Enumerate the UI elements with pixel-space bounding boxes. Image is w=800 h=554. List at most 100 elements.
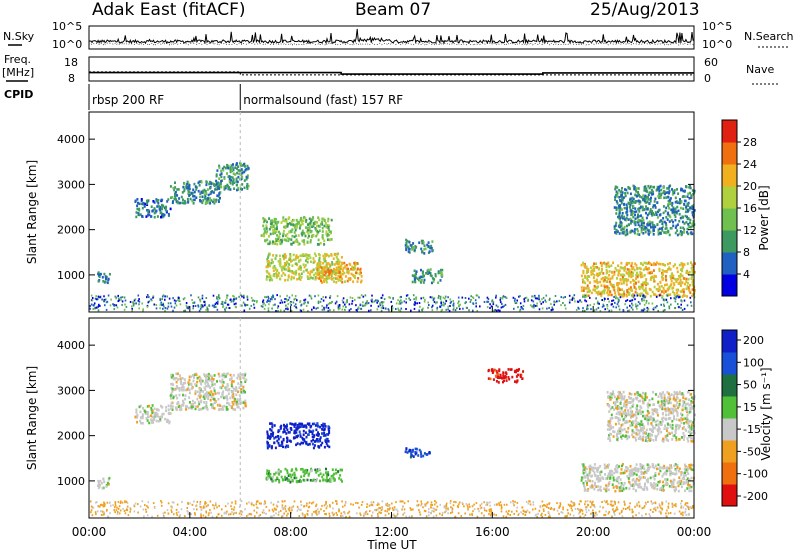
velocity-cell xyxy=(330,480,333,483)
velocity-cell xyxy=(658,427,661,431)
power-cell xyxy=(283,267,286,271)
power-cell xyxy=(341,262,344,265)
power-cell xyxy=(687,224,690,228)
power-ground-cell xyxy=(381,302,384,305)
velocity-cell xyxy=(182,386,185,389)
power-cell xyxy=(275,276,278,279)
power-cell xyxy=(315,234,318,238)
velocity-cell xyxy=(504,371,507,374)
power-ground-cell xyxy=(159,303,162,306)
velocity-cell xyxy=(108,476,111,480)
power-cell xyxy=(618,205,621,209)
velocity-cell xyxy=(665,429,668,433)
velocity-cell xyxy=(188,396,191,399)
power-ground-cell xyxy=(531,295,533,298)
velocity-cell xyxy=(412,448,414,452)
power-cell xyxy=(594,266,597,269)
velocity-cell xyxy=(645,436,648,439)
velocity-cell xyxy=(614,402,616,405)
velocity-cell xyxy=(190,383,193,387)
power-cell xyxy=(339,279,342,282)
power-cell xyxy=(661,269,664,272)
power-cell xyxy=(622,266,625,270)
velocity-cell xyxy=(209,398,212,402)
velocity-cell xyxy=(615,406,618,410)
power-cell xyxy=(664,283,666,287)
power-cell xyxy=(633,268,636,272)
velocity-cell xyxy=(665,418,667,421)
velocity-cell xyxy=(674,431,677,434)
power-cell xyxy=(244,165,246,168)
power-cell xyxy=(609,290,612,293)
velocity-cell xyxy=(178,393,181,397)
velocity-cell xyxy=(515,370,518,374)
power-cell xyxy=(582,271,585,275)
power-cell xyxy=(593,284,596,288)
power-cell xyxy=(643,199,646,203)
power-ground-cell xyxy=(235,297,237,300)
power-ground-cell xyxy=(544,299,546,302)
power-ground-cell xyxy=(310,297,313,300)
power-cell xyxy=(321,234,324,237)
power-cell xyxy=(309,240,312,244)
power-cell xyxy=(652,205,654,209)
power-cell xyxy=(654,263,657,266)
power-ground-cell xyxy=(642,309,644,312)
power-ground-cell xyxy=(459,303,461,306)
power-cell xyxy=(333,271,336,275)
power-ground-cell xyxy=(92,308,94,310)
velocity-cell xyxy=(231,379,234,383)
power-ground-cell xyxy=(175,300,177,303)
power-ground-cell xyxy=(148,296,150,299)
power-ground-cell xyxy=(652,308,655,311)
power-cell xyxy=(682,288,685,291)
velocity-cell xyxy=(301,423,304,426)
power-ground-cell xyxy=(164,295,166,298)
velocity-cell xyxy=(675,488,677,491)
colorbar-tick-1: 8 xyxy=(743,246,750,259)
power-cell xyxy=(195,196,198,199)
power-cell xyxy=(302,219,305,222)
power-cell xyxy=(689,221,691,225)
velocity-cell xyxy=(235,400,238,404)
power-ground-cell xyxy=(267,307,270,310)
power-ground-cell xyxy=(205,297,208,299)
power-ground-cell xyxy=(634,298,636,301)
power-cell xyxy=(672,274,675,278)
power-ground-cell xyxy=(577,306,579,309)
velocity-cell xyxy=(170,407,173,411)
power-cell xyxy=(192,198,195,202)
velocity-cell xyxy=(651,419,654,423)
power-ground-cell xyxy=(662,309,665,312)
power-cell xyxy=(657,188,660,191)
power-cell xyxy=(279,262,282,265)
power-ground-cell xyxy=(618,299,620,302)
velocity-cell xyxy=(193,375,195,378)
velocity-cell xyxy=(638,479,641,482)
power-cell xyxy=(643,289,646,292)
power-ground-cell xyxy=(560,304,562,307)
velocity-cell xyxy=(268,435,271,438)
velocity-cell xyxy=(188,401,191,404)
velocity-cell xyxy=(615,435,618,438)
power-ground-cell xyxy=(505,296,508,299)
power-ground-cell xyxy=(94,307,96,310)
velocity-cell xyxy=(664,402,667,405)
power-ground-cell xyxy=(262,299,265,302)
power-cell xyxy=(673,213,676,217)
velocity-cell xyxy=(317,433,320,436)
power-cell xyxy=(268,240,271,244)
power-cell xyxy=(311,277,314,280)
velocity-cell xyxy=(686,391,689,394)
power-ground-cell xyxy=(242,301,245,304)
power-cell xyxy=(675,280,678,283)
power-cell xyxy=(622,232,625,235)
velocity-cell xyxy=(237,402,240,406)
velocity-cell xyxy=(689,435,692,439)
power-cell xyxy=(624,188,626,191)
velocity-cell xyxy=(651,433,653,437)
power-ground-cell xyxy=(641,298,643,301)
velocity-cell xyxy=(691,405,693,409)
power-cell xyxy=(670,208,673,212)
power-ground-cell xyxy=(655,295,658,298)
